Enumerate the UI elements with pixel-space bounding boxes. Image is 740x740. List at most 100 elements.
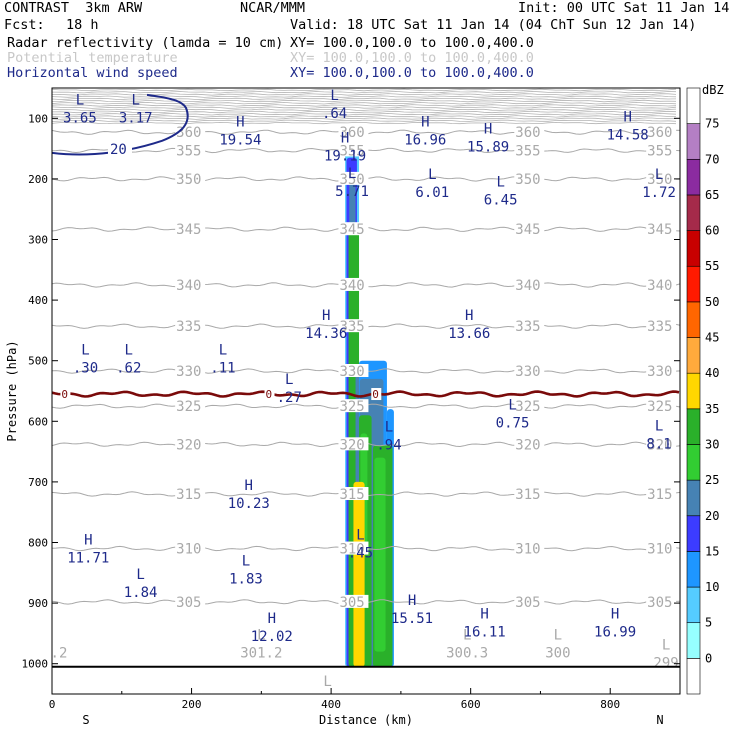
theta-label-bg: [514, 125, 545, 139]
wind-extremum-value: .64: [322, 106, 347, 122]
wind-contour-20: [52, 93, 189, 156]
theta-label-305: 305: [515, 595, 540, 611]
colorbar-label: 0: [705, 651, 712, 665]
y-tick-label: 1000: [22, 658, 49, 671]
wind-extremum-type: L: [348, 166, 356, 182]
theta-label-bg: [175, 171, 206, 185]
x-axis-label: Distance (km): [319, 713, 413, 727]
header: CONTRAST 3km ARW NCAR/MMM Init: 00 UTC S…: [0, 0, 740, 90]
wind-extremum-value: 14.58: [607, 127, 649, 143]
colorbar: 0 5 10 15 20 25 30 35 40 45 50 55 60 65 70 75 dBZ: [686, 83, 724, 695]
wind-extremum-type: L: [81, 343, 89, 359]
theta-label-335: 335: [515, 319, 540, 335]
init-time: Init: 00 UTC Sat 11 Jan 14: [518, 0, 730, 16]
upper-theta-line: [52, 110, 677, 114]
theta-extremum-type: L: [257, 627, 265, 643]
theta-label-bg: [514, 171, 545, 185]
wind-extremum-value: 11.71: [67, 550, 109, 566]
x-tick-label: 600: [461, 698, 481, 711]
theta-label-335: 335: [176, 319, 201, 335]
theta-label-330: 330: [339, 364, 364, 380]
colorbar-swatch-6: [686, 444, 701, 481]
y-axis-label: Pressure (hPa): [5, 340, 19, 441]
wind-extrema: L 3.65 L 3.17 L .64 H 19.54 H 19.19 H 16.96 H 15.89 H 1…: [63, 88, 676, 645]
theta-label-330: 330: [647, 364, 672, 380]
upper-theta-line: [52, 115, 677, 118]
y-tick-label: 700: [28, 476, 48, 489]
wind-extremum-value: 15.51: [391, 611, 433, 627]
wind-extremum-type: L: [219, 343, 227, 359]
theta-label-355: 355: [339, 143, 364, 159]
colorbar-swatch-9: [686, 337, 701, 374]
theta-label-310: 310: [176, 542, 201, 558]
wind-contours: 20: [52, 93, 189, 158]
upper-theta-line: [52, 117, 677, 120]
theta-label-360: 360: [647, 125, 672, 141]
theta-label-320: 320: [176, 437, 201, 453]
colorbar-swatch-3: [686, 551, 701, 588]
wind-extremum-type: L: [428, 167, 436, 183]
wind-extremum-value: .30: [73, 361, 98, 377]
wind-extremum-type: H: [480, 606, 488, 622]
wind-extremum-type: H: [322, 308, 330, 324]
theta-label-360: 360: [176, 125, 201, 141]
theta-label-bg: [514, 399, 545, 413]
theta-label-340: 340: [339, 278, 364, 294]
theta-label-345: 345: [647, 222, 672, 238]
theta-label-bg: [338, 541, 369, 555]
theta-label-bg: [514, 487, 545, 501]
theta-label-bg: [175, 437, 206, 451]
forecast-hour: 18 h: [66, 17, 99, 33]
wind-extremum-type: L: [136, 567, 144, 583]
zero-contour-line: [52, 390, 680, 398]
wind-extremum-value: 16.11: [464, 624, 506, 640]
wind-extremum-type: L: [330, 88, 338, 104]
theta-label-bg: [646, 437, 677, 451]
colorbar-label: 50: [705, 295, 719, 309]
theta-label-bg: [338, 125, 369, 139]
theta-label-315: 315: [647, 487, 672, 503]
wind-extremum-type: L: [356, 528, 364, 544]
theta-label-350: 350: [176, 172, 201, 188]
theta-label-315: 315: [339, 487, 364, 503]
wind-extremum-type: H: [341, 131, 349, 147]
y-tick-label: 300: [28, 234, 48, 247]
valid-time: Valid: 18 UTC Sat 11 Jan 14 (04 ChT Sun …: [290, 17, 697, 33]
colorbar-label: 40: [705, 366, 719, 380]
theta-label-bg: [646, 319, 677, 333]
theta-label-bg: [514, 277, 545, 291]
wind-extremum-type: L: [496, 174, 504, 190]
theta-label-340: 340: [176, 278, 201, 294]
colorbar-swatch-8: [686, 372, 701, 410]
wind-extremum-type: L: [508, 397, 516, 413]
south-end-label: S: [82, 713, 89, 727]
wind-extremum-value: 1.72: [642, 185, 676, 201]
wind-extremum-type: H: [84, 532, 92, 548]
colorbar-swatch-4: [686, 515, 701, 552]
theta-label-bg: [646, 541, 677, 555]
theta-extremum-type: L: [323, 674, 331, 690]
colorbar-label: 25: [705, 473, 719, 487]
wind-extremum-value: 12.02: [251, 629, 293, 645]
wind-extremum-value: .27: [277, 390, 302, 406]
wind-extremum-type: L: [655, 167, 663, 183]
theta-label-bg: [338, 437, 369, 451]
colorbar-swatch-15: [686, 123, 701, 160]
plot-frame: [51, 87, 681, 695]
wind-extremum-value: 8.1: [646, 436, 671, 452]
colorbar-label: 15: [705, 544, 719, 558]
upper-theta-line: [52, 97, 677, 100]
colorbar-label: 75: [705, 117, 719, 131]
theta-label-340: 340: [515, 278, 540, 294]
theta-label-355: 355: [647, 143, 672, 159]
wind-extremum-value: 6.01: [415, 185, 449, 201]
wind-extremum-type: L: [242, 554, 250, 570]
wind-extremum-type: H: [268, 611, 276, 627]
upper-theta-line: [52, 88, 677, 92]
theta-label-bg: [338, 222, 369, 236]
zero-contour-label: 0: [266, 388, 273, 401]
theta-label-bg: [514, 437, 545, 451]
theta-label-335: 335: [647, 319, 672, 335]
theta-label-bg: [175, 594, 206, 608]
wind-extremum-value: 6.45: [484, 192, 518, 208]
